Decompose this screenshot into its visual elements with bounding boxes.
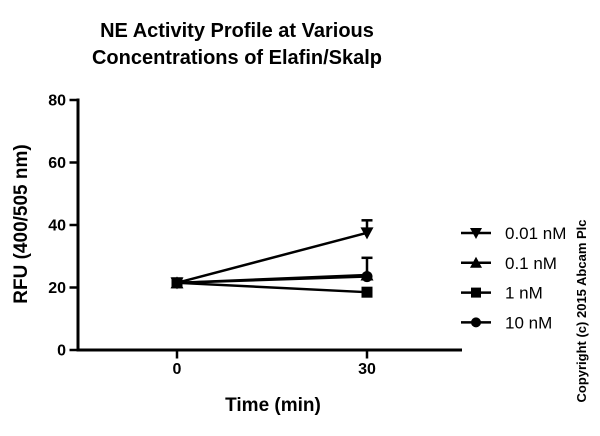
legend-label-0-01-nm: 0.01 nM	[505, 224, 566, 243]
legend-item-0-01-nm: 0.01 nM	[461, 224, 566, 243]
legend-marker-0-1-nm-icon	[470, 256, 482, 268]
series-line-1-nm	[176, 281, 368, 294]
y-tick-label-20: 20	[48, 280, 66, 297]
series-marker-10-nm	[361, 271, 373, 283]
series-marker-1-nm	[361, 286, 373, 298]
x-tick-label-30: 30	[358, 361, 376, 378]
legend-marker-10-nm-icon	[471, 317, 481, 328]
plot-area: 0 20 40 60 80 0 30	[48, 93, 462, 378]
legend-item-1-nm: 1 nM	[461, 284, 543, 303]
y-tick-label-80: 80	[48, 93, 66, 110]
series-line-10-nm	[176, 275, 368, 285]
chart-title-line2: Concentrations of Elafin/Skalp	[92, 47, 382, 69]
legend-item-0-1-nm: 0.1 nM	[461, 254, 557, 273]
x-tick-label-0: 0	[173, 361, 182, 378]
legend-label-1-nm: 1 nM	[505, 284, 543, 303]
x-axis-title: Time (min)	[225, 395, 321, 416]
legend-label-10-nm: 10 nM	[505, 313, 552, 332]
legend-marker-0-01-nm-icon	[470, 228, 482, 239]
series-line-0-01-nm	[176, 231, 368, 285]
chart-title-line1: NE Activity Profile at Various	[100, 20, 374, 42]
y-tick-label-0: 0	[57, 343, 66, 360]
y-tick-label-60: 60	[48, 155, 66, 172]
series-marker-0-01-nm	[360, 227, 374, 240]
legend: 0.01 nM 0.1 nM 1 nM 10 nM	[461, 224, 566, 332]
legend-marker-1-nm-icon	[471, 287, 481, 298]
y-axis-title: RFU (400/505 nm)	[11, 144, 32, 303]
legend-label-0-1-nm: 0.1 nM	[505, 254, 557, 273]
y-tick-label-40: 40	[48, 218, 66, 235]
series-marker-1-nm	[171, 277, 183, 289]
legend-item-10-nm: 10 nM	[461, 313, 552, 332]
copyright-watermark: Copyright (c) 2015 Abcam Plc	[574, 219, 589, 402]
